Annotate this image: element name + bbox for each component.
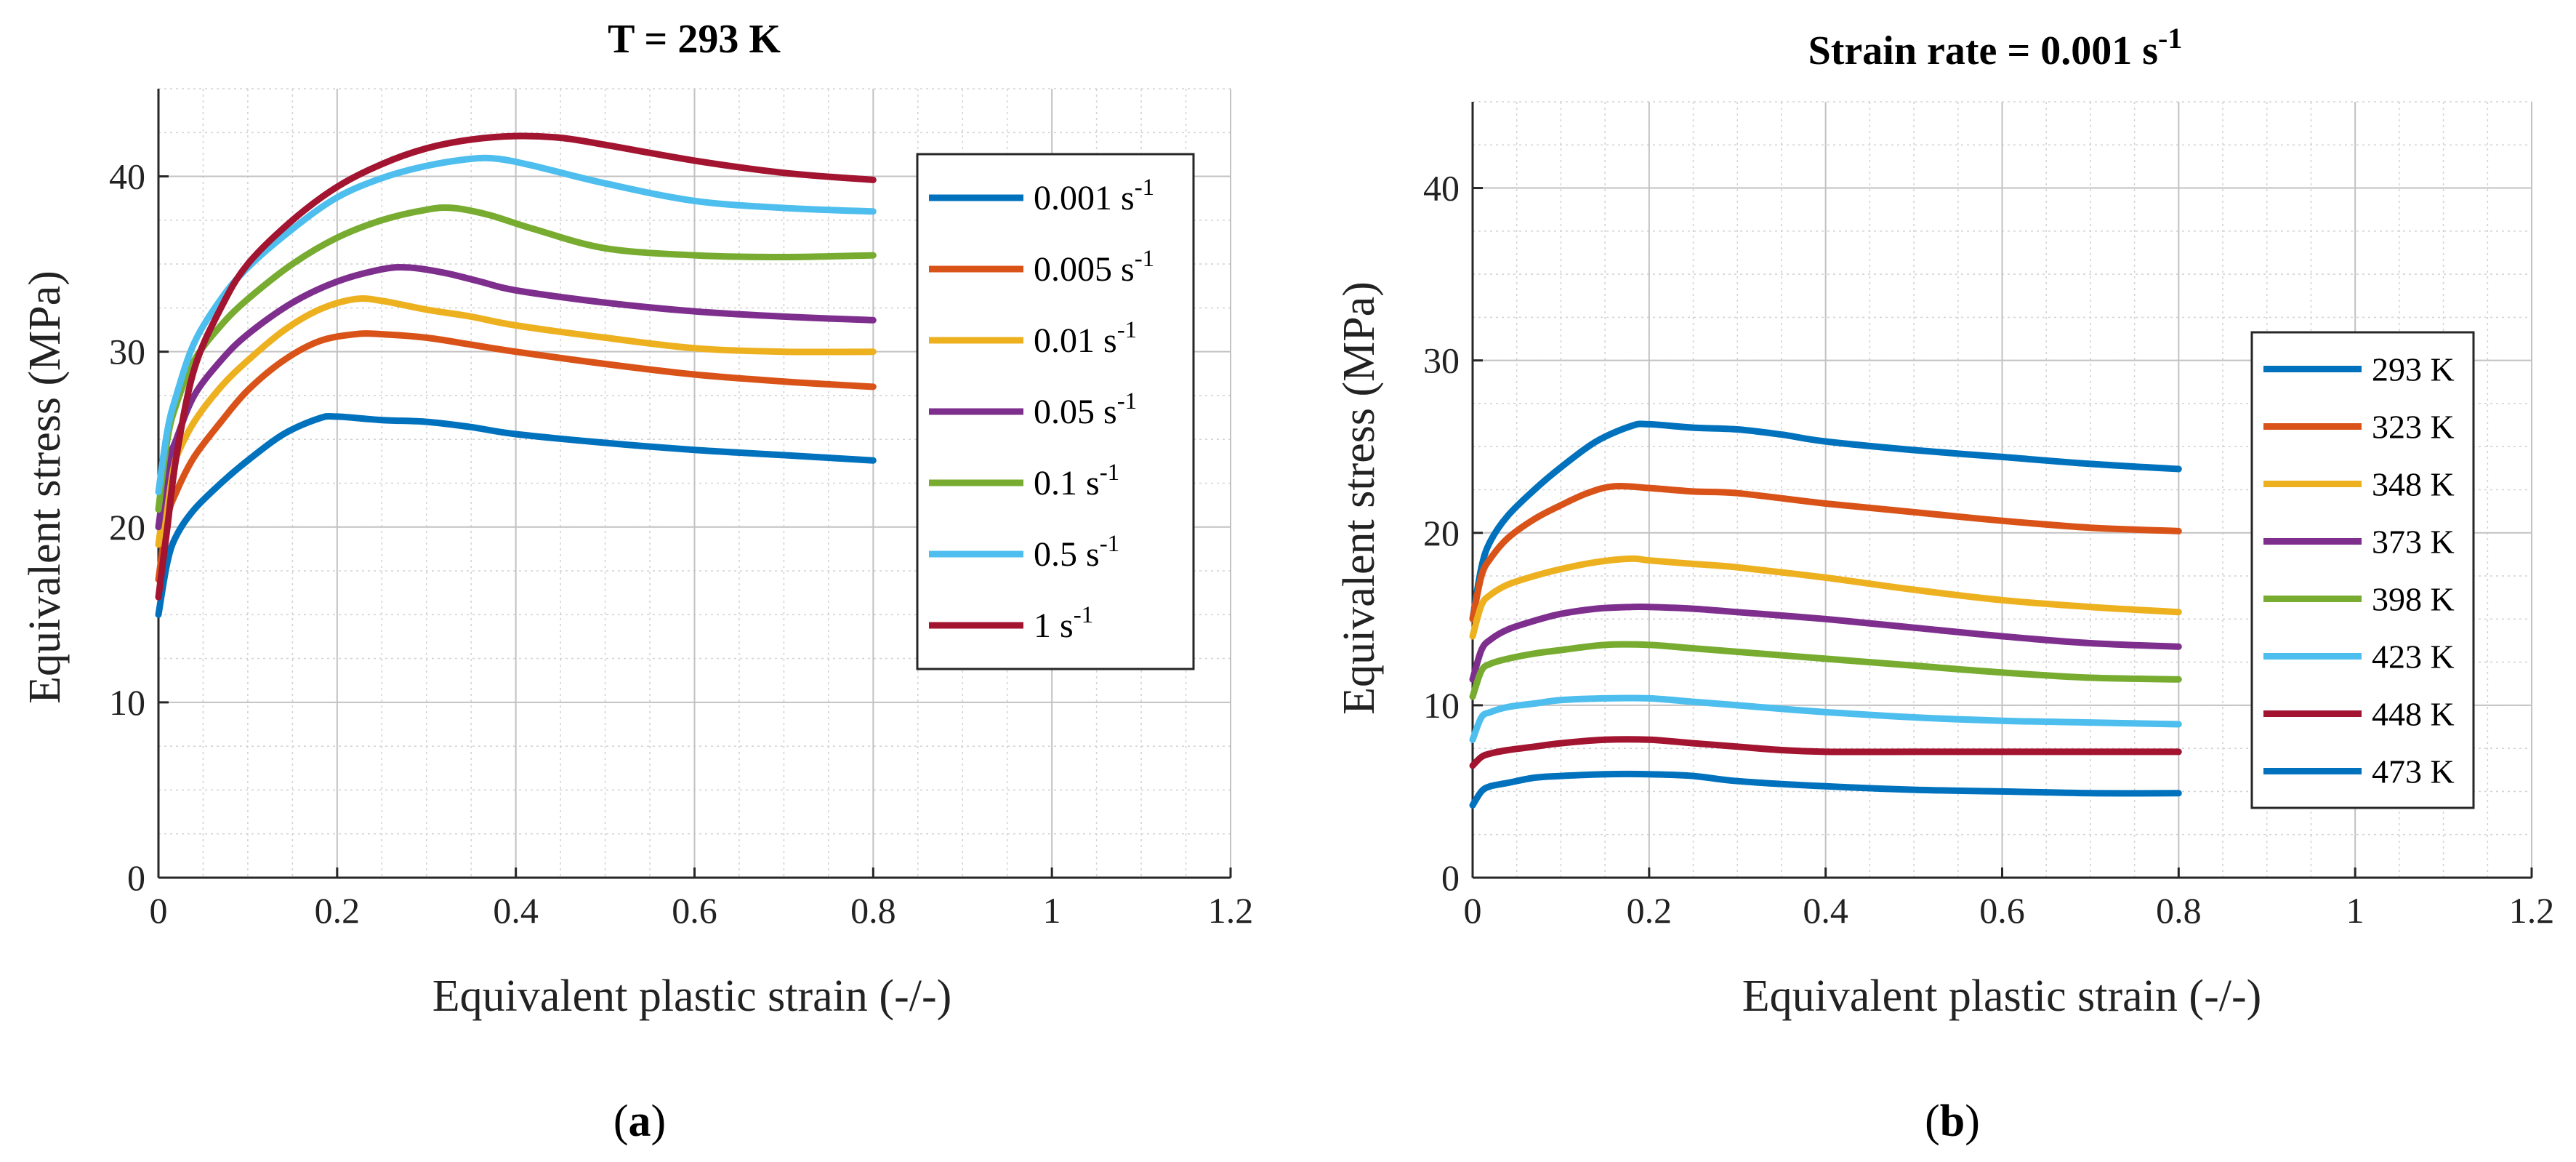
series-line-b-0 [1469,420,2182,622]
y-tick-label: 40 [1423,168,1460,209]
series-line-a-5 [155,154,877,496]
legend-entry-label: 373 K [2372,524,2455,561]
x-tick-label: 0.6 [1979,890,2025,931]
caption-a: (a) [613,1097,666,1146]
y-tick-label: 10 [109,682,145,723]
series-line-b-7 [1469,770,2182,809]
chart-b-title: Strain rate = 0.001 s-1 [1808,22,2183,73]
series-line-a-4 [155,204,877,513]
legend-entry-label: 323 K [2372,409,2455,446]
x-tick-label: 0.8 [850,890,896,931]
legend-entry-label: 1 s-1 [1034,602,1093,645]
panel-b-chart: Strain rate = 0.001 s-1 0 0.2 0.4 0.6 0.8 1 1.… [1335,22,2554,1021]
series-line-a-2 [155,294,877,548]
legend-entry-label: 0.1 s-1 [1034,460,1119,502]
series-line-a-3 [155,263,877,531]
chart-a-legend: 0.001 s-1 0.005 s-1 0.01 s-1 0.05 s-1 0.1 s-… [916,153,1195,670]
chart-a-ylabel: Equivalent stress (MPa) [20,271,70,704]
series-line-b-4 [1469,641,2182,700]
x-tick-label: 0.6 [672,890,717,931]
legend-entry-label: 0.05 s-1 [1034,388,1137,431]
legend-entry-label: 293 K [2372,351,2455,388]
chart-b-xlabel: Equivalent plastic strain (-/-) [1742,971,2261,1021]
legend-entry-label: 0.5 s-1 [1034,531,1119,574]
panel-a-chart: T = 293 K 0 0.2 0.4 0.6 0.8 1 1.2 0 10 20 30 40 0.0… [20,17,1253,1021]
y-tick-label: 20 [109,507,145,548]
legend-entry-label: 448 K [2372,696,2455,733]
chart-b-ylabel: Equivalent stress (MPa) [1335,281,1384,715]
y-tick-label: 20 [1423,513,1460,553]
caption-b: (b) [1925,1097,1980,1146]
series-line-b-5 [1469,694,2182,743]
x-tick-label: 1 [1043,890,1061,931]
y-tick-label: 30 [1423,340,1460,381]
legend-entry-label: 473 K [2372,753,2455,790]
legend-box [2250,331,2475,809]
x-tick-label: 1.2 [2509,890,2555,931]
series-line-b-1 [1469,482,2182,622]
x-tick-label: 0.4 [493,890,539,931]
legend-entry-label: 0.005 s-1 [1034,246,1154,289]
series-line-b-6 [1469,736,2182,769]
y-tick-label: 0 [1441,857,1460,898]
series-line-a-1 [155,330,877,583]
chart-b-legend: 293 K 323 K 348 K 373 K 398 K 423 K 448 K 473 K [2250,331,2475,809]
x-tick-label: 1.2 [1208,890,1254,931]
y-tick-label: 0 [127,857,145,898]
series-line-a-6 [155,132,877,601]
chart-a-xlabel: Equivalent plastic strain (-/-) [432,971,951,1021]
x-tick-label: 0.2 [315,890,361,931]
x-tick-label: 0 [150,890,168,931]
x-tick-label: 1 [2346,890,2364,931]
series-line-a-0 [155,412,877,618]
legend-entry-label: 423 K [2372,638,2455,676]
series-line-b-2 [1469,555,2182,640]
x-tick-label: 0.2 [1627,890,1673,931]
x-tick-label: 0.8 [2156,890,2202,931]
x-tick-label: 0.4 [1803,890,1848,931]
legend-entry-label: 0.01 s-1 [1034,317,1137,360]
y-tick-label: 10 [1423,685,1460,726]
legend-entry-label: 348 K [2372,466,2455,503]
legend-entry-label: 0.001 s-1 [1034,175,1154,217]
chart-a-title: T = 293 K [608,17,781,62]
series-line-b-3 [1469,603,2182,683]
x-tick-label: 0 [1464,890,1482,931]
y-tick-label: 40 [109,156,145,197]
legend-entry-label: 398 K [2372,581,2455,618]
y-tick-label: 30 [109,332,145,372]
